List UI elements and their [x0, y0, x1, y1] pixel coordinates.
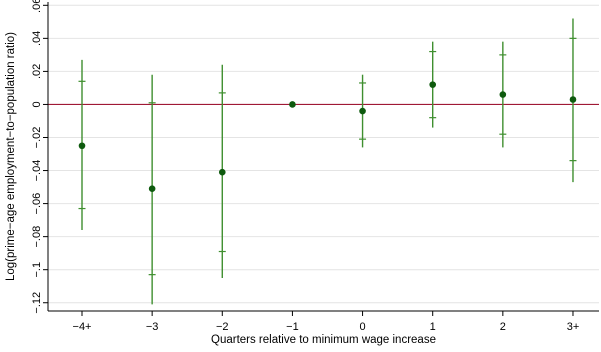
- point-estimate: [499, 91, 507, 98]
- y-tick-label: −.04: [31, 160, 43, 182]
- point-estimate: [218, 168, 226, 176]
- y-tick-label: −.12: [31, 292, 43, 314]
- y-tick-label: .06: [31, 0, 43, 13]
- x-tick-label: −4+: [73, 321, 92, 333]
- point-estimate: [148, 185, 156, 193]
- x-ticks: −4+ −3 −2 −1 0 1 2 3+: [73, 311, 580, 333]
- point-estimate: [429, 81, 437, 88]
- y-tick-label: .04: [31, 31, 43, 46]
- y-tick-label: −.1: [31, 262, 43, 278]
- y-tick-label: −.02: [31, 127, 43, 149]
- y-ticks: .06 .04 .02 0 −.02 −.04 −.06 −.08 −.1 −.12: [31, 0, 48, 314]
- x-tick-label: −1: [286, 321, 299, 333]
- x-axis-title: Quarters relative to minimum wage increa…: [211, 334, 436, 346]
- point-estimate: [289, 101, 296, 108]
- grid-lines: [48, 4, 599, 304]
- x-tick-label: 0: [359, 321, 365, 333]
- point-estimate: [359, 107, 366, 115]
- y-tick-label: 0: [31, 101, 43, 107]
- y-tick-label: −.08: [31, 226, 43, 248]
- x-tick-label: 2: [500, 321, 506, 333]
- y-tick-label: −.06: [31, 193, 43, 215]
- y-tick-label: .02: [31, 64, 43, 79]
- axes: [47, 2, 599, 312]
- y-axis-title: Log(prime−age employment−to−population r…: [5, 32, 17, 281]
- x-tick-label: −2: [216, 321, 229, 333]
- x-tick-label: 3+: [567, 321, 580, 333]
- point-estimate: [569, 96, 577, 103]
- x-tick-label: −3: [146, 321, 159, 333]
- point-estimates: [78, 81, 577, 193]
- confidence-intervals: [78, 18, 577, 305]
- point-estimate: [78, 142, 86, 150]
- x-tick-label: 1: [430, 321, 436, 333]
